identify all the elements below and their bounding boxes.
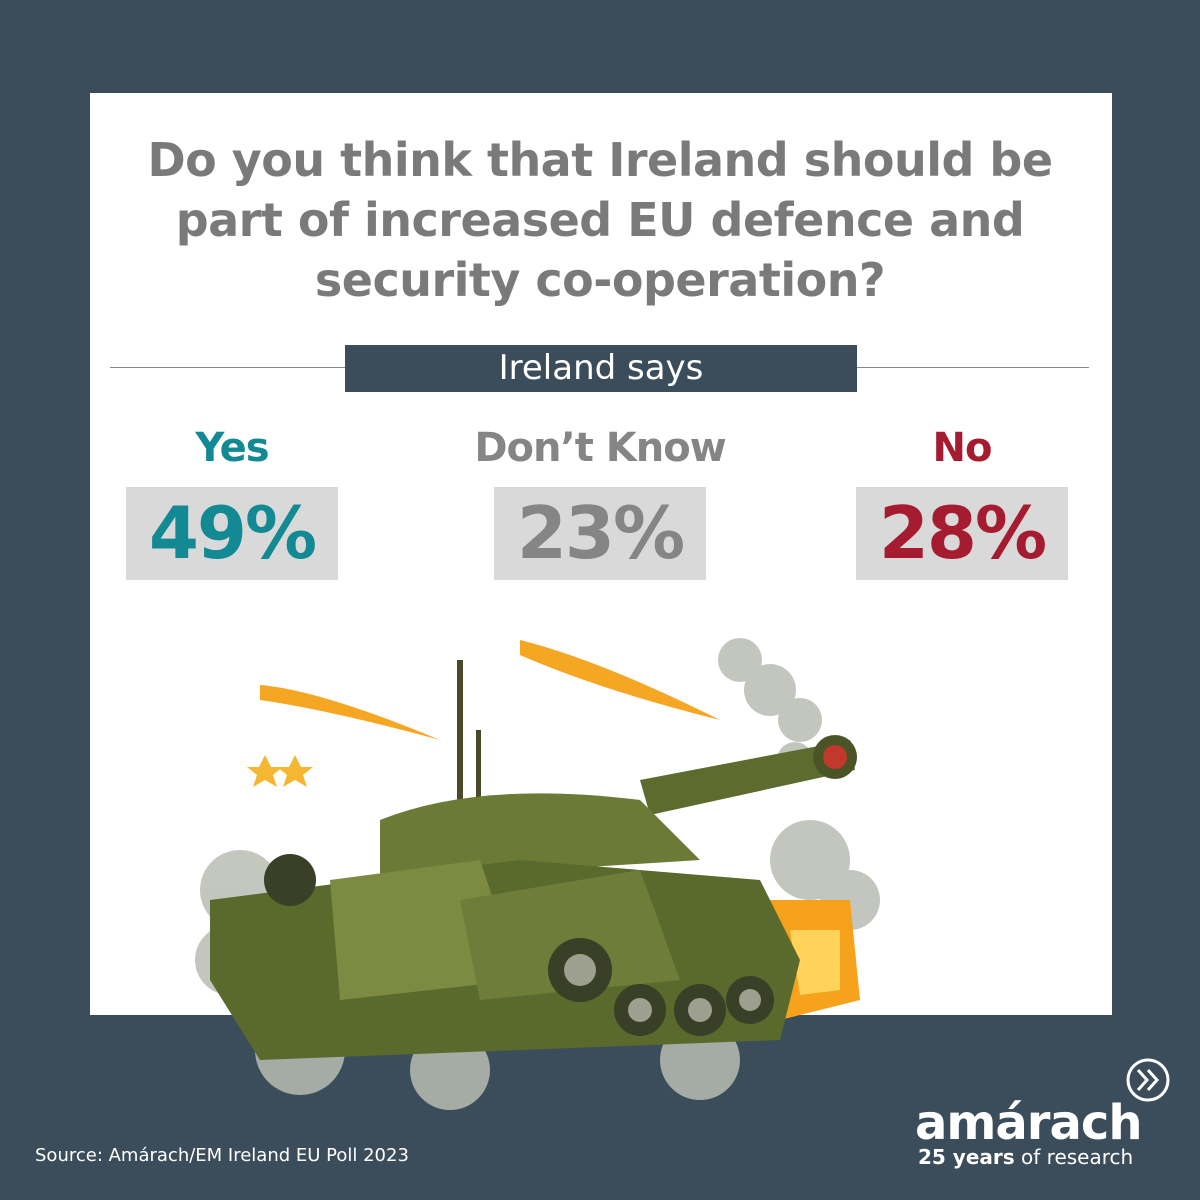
- tagline-bold: 25 years: [918, 1145, 1015, 1169]
- title-line: part of increased EU defence and: [175, 193, 1025, 247]
- answer-label: No: [932, 425, 993, 471]
- subtitle: Ireland says: [345, 345, 857, 392]
- divider: [110, 367, 345, 368]
- brand-name: amárach: [915, 1095, 1142, 1151]
- title-line: security co-operation?: [314, 253, 886, 307]
- answer-value: 49%: [126, 487, 338, 580]
- answer-label: Don’t Know: [474, 425, 726, 471]
- answer-value: 23%: [494, 487, 706, 580]
- answer-label: Yes: [195, 425, 269, 471]
- tagline-text: of research: [1021, 1145, 1134, 1169]
- source: Source: Amárach/EM Ireland EU Poll 2023: [35, 1145, 409, 1166]
- tagline: 25 years of research: [918, 1145, 1133, 1169]
- answer-value: 28%: [856, 487, 1068, 580]
- title-line: Do you think that Ireland should be: [147, 133, 1053, 187]
- divider: [857, 367, 1089, 368]
